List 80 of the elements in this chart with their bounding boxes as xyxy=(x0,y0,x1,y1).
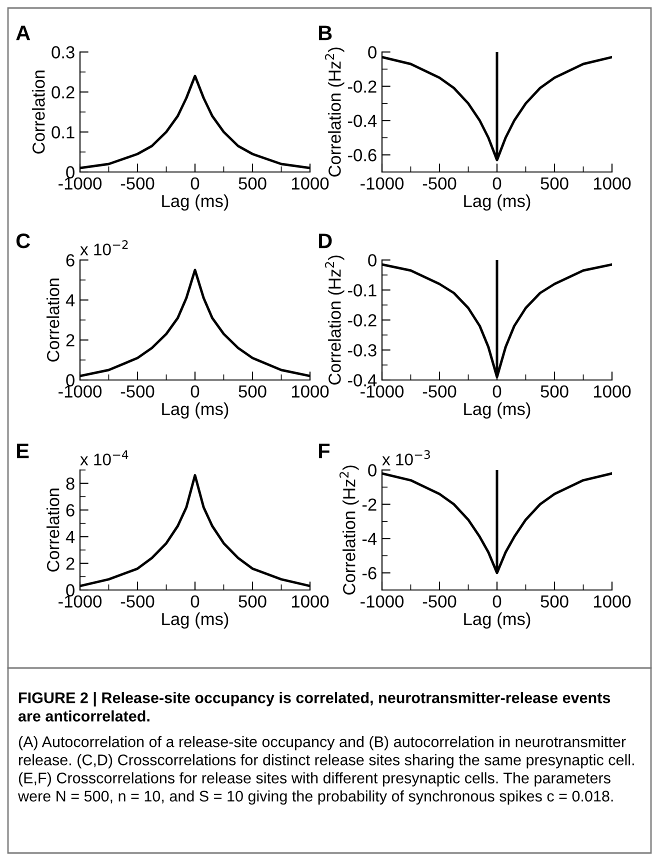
x-tick-label: -1000 xyxy=(58,177,102,190)
x-tick-label: 500 xyxy=(238,177,266,190)
chart-title: E xyxy=(16,444,29,458)
x-tick-label: 0 xyxy=(190,385,200,398)
y-tick-label: 4 xyxy=(66,531,75,543)
x-tick-label: -1000 xyxy=(360,177,404,190)
y-tick-label: 0 xyxy=(368,254,376,266)
y-tick-label: 2 xyxy=(66,334,74,346)
y-axis-title: Correlation (Hz$^{2}$) xyxy=(325,48,344,177)
x-tick-label: 1000 xyxy=(594,177,631,190)
x-tick-label: 500 xyxy=(540,385,568,398)
y-tick-label: -0.2 xyxy=(348,80,376,93)
x-tick-label: 1000 xyxy=(292,595,329,608)
x-tick-label: 0 xyxy=(492,177,502,190)
y-tick-label: -0.1 xyxy=(348,284,376,296)
x-tick-label: -500 xyxy=(120,385,154,398)
x-axis-title: Lag (ms) xyxy=(162,612,228,629)
x-tick-label: 0 xyxy=(190,177,200,190)
x-tick-label: -500 xyxy=(422,177,456,190)
x-tick-label: -500 xyxy=(422,595,456,608)
x-axis-title: Lag (ms) xyxy=(464,612,530,629)
x-tick-label: 500 xyxy=(238,595,266,608)
x-tick-label: -1000 xyxy=(58,385,102,398)
y-tick-label: 8 xyxy=(66,478,74,490)
chart-title: B xyxy=(318,26,332,40)
y-tick-label: -0.4 xyxy=(348,374,377,386)
chart-title: D xyxy=(318,234,332,248)
x-tick-label: 1000 xyxy=(292,177,329,190)
y-tick-label: 0 xyxy=(66,166,74,178)
x-tick-label: -500 xyxy=(422,385,456,398)
y-axis-title: Correlation xyxy=(46,488,60,572)
chart-title: C xyxy=(16,234,30,248)
x-axis-title: Lag (ms) xyxy=(464,194,530,211)
x-axis-title: Lag (ms) xyxy=(162,194,228,211)
x-tick-label: -500 xyxy=(120,177,154,190)
line-series xyxy=(382,260,612,378)
y-tick-label: -0.6 xyxy=(348,149,376,162)
y-tick-label: 0 xyxy=(66,584,74,596)
x-tick-label: -1000 xyxy=(360,595,404,608)
chart-title: A xyxy=(16,26,30,40)
y-tick-label: 0 xyxy=(66,374,74,386)
x-tick-label: -1000 xyxy=(58,595,102,608)
x-axis-title: Lag (ms) xyxy=(464,402,530,419)
y-tick-label: 6 xyxy=(66,254,74,266)
x-axis-title: Lag (ms) xyxy=(162,402,228,419)
text: x 10$^{−4}$ xyxy=(80,450,128,466)
y-axis-title: Correlation xyxy=(46,278,60,362)
y-tick-label: 2 xyxy=(66,558,74,570)
y-tick-label: -2 xyxy=(362,498,376,511)
caption: FIGURE 2 | Release-site occupancy is correlated, neurotransmitter-release events are anticorrelated. xyxy=(18,692,610,722)
y-tick-label: -0.2 xyxy=(348,314,376,326)
y-axis-title: Correlation (Hz$^{2}$) xyxy=(325,256,344,385)
y-axis-title: Correlation (Hz$^{2}$) xyxy=(339,466,359,595)
x-tick-label: 500 xyxy=(238,385,266,398)
text: (A) Autocorrelation of a release-site occupancy and (B) autocorrelation in neurotransmitter release. (C,D) Crosscorrelations for distinct release sites sharing the same presynaptic cell. (E,F) Crosscorrelations for release sites with different presynaptic cells. The parameters were N = 500, n = 10, and S = 10 giving the probability of synchronous spikes c = 0.018. xyxy=(18,736,634,805)
x-tick-label: -500 xyxy=(120,595,154,608)
y-axis-title: Correlation xyxy=(32,70,45,154)
x-tick-label: 500 xyxy=(540,177,568,190)
y-tick-label: -0.3 xyxy=(348,344,376,356)
y-tick-label: 0 xyxy=(368,464,376,476)
text: x 10$^{−2}$ xyxy=(80,240,128,256)
y-tick-label: 0.3 xyxy=(52,46,74,58)
x-tick-label: 0 xyxy=(190,595,200,608)
y-tick-label: 0 xyxy=(368,46,376,58)
x-tick-label: 500 xyxy=(540,595,568,608)
x-tick-label: 1000 xyxy=(292,385,329,398)
y-tick-label: 4 xyxy=(66,294,75,306)
x-tick-label: 1000 xyxy=(594,385,631,398)
y-tick-label: -6 xyxy=(362,567,376,580)
y-tick-label: 6 xyxy=(66,504,74,516)
x-tick-label: 0 xyxy=(492,385,502,398)
x-tick-label: 1000 xyxy=(594,595,631,608)
x-tick-label: -1000 xyxy=(360,385,404,398)
text: x 10$^{−3}$ xyxy=(382,450,430,466)
x-tick-label: 0 xyxy=(492,595,502,608)
y-tick-label: 0.1 xyxy=(52,126,74,138)
y-tick-label: 0.2 xyxy=(52,86,74,98)
y-tick-label: -4 xyxy=(362,532,377,545)
y-tick-label: -0.4 xyxy=(348,114,377,128)
chart-title: F xyxy=(318,444,330,458)
